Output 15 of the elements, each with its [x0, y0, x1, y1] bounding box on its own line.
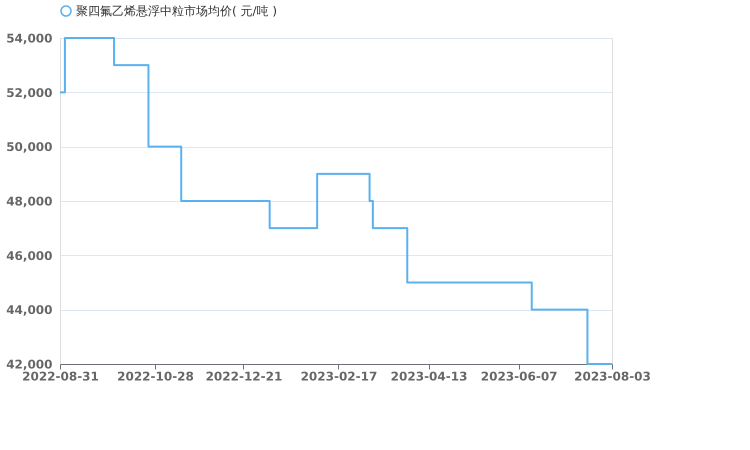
- x-tick-label: 2023-04-13: [390, 370, 468, 384]
- x-tick-label: 2023-08-03: [574, 370, 651, 384]
- y-tick-label: 42,000: [6, 358, 52, 372]
- x-tick-label: 2022-08-31: [22, 370, 99, 384]
- y-tick-label: 54,000: [6, 32, 52, 46]
- y-tick-label: 46,000: [6, 248, 52, 263]
- x-tick-label: 2022-12-21: [206, 370, 282, 384]
- x-tick-label: 2023-06-07: [480, 370, 558, 384]
- x-tick-label: 2023-02-17: [300, 370, 378, 384]
- y-tick-label: 50,000: [6, 140, 52, 154]
- y-tick-label: 52,000: [6, 86, 52, 100]
- y-tick-label: 44,000: [6, 303, 52, 318]
- y-tick-label: 48,000: [6, 194, 52, 208]
- x-tick-label: 2022-10-28: [117, 370, 194, 384]
- legend-label: 聚四氟乙烯悬浮中粒市场均价( 元/吨 ): [76, 4, 278, 18]
